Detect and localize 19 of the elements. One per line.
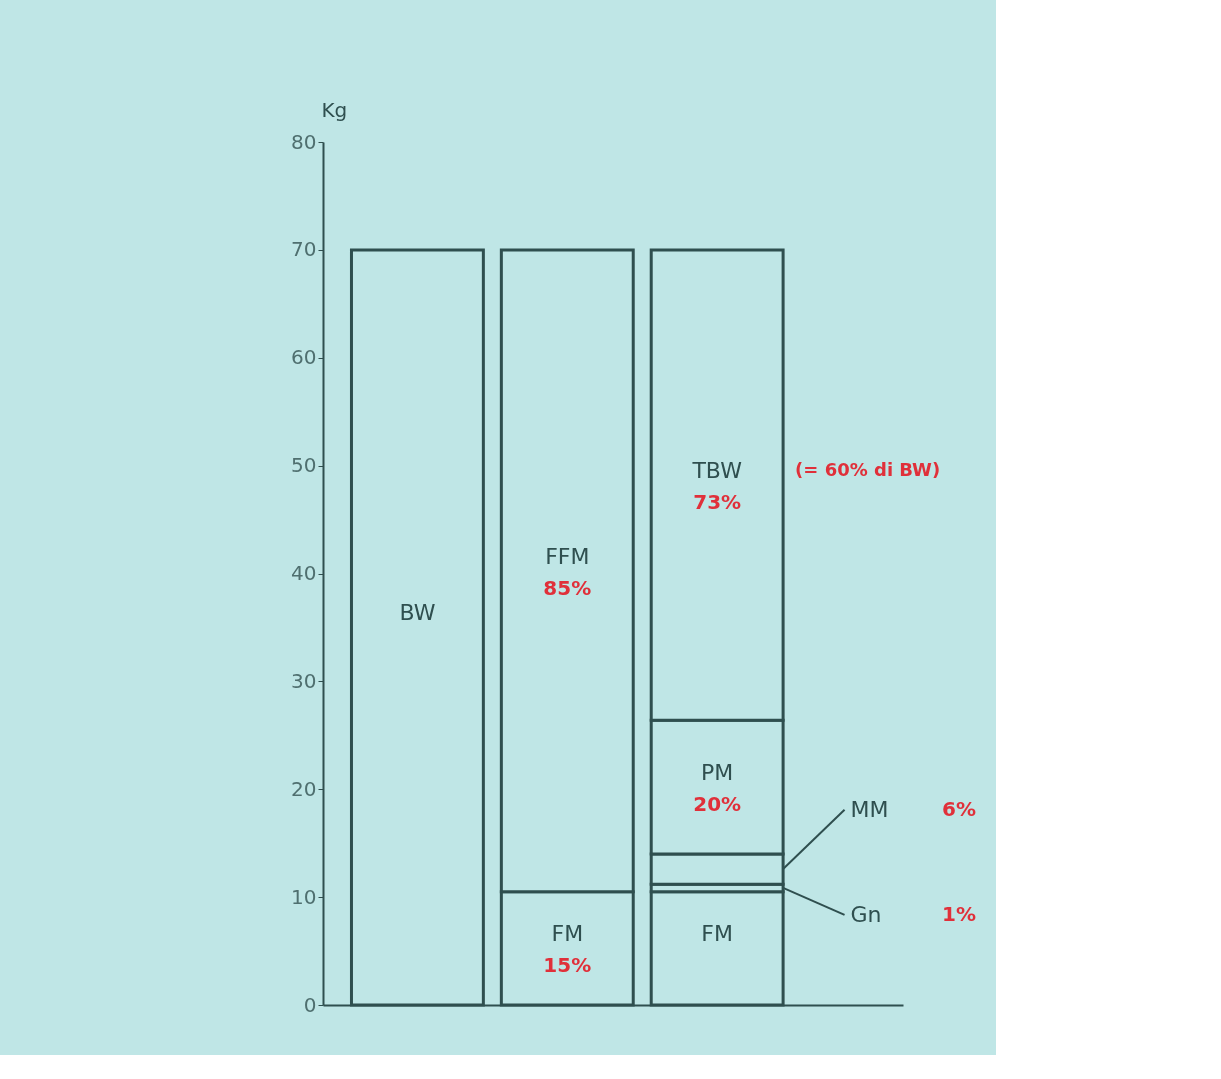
y-tick-label: 0 [303, 992, 317, 1017]
y-tick-label: 60 [291, 345, 317, 370]
y-axis-title: Kg [321, 97, 348, 122]
text: TBW 73% [692, 458, 742, 515]
y-tick-label: 40 [291, 561, 317, 585]
data-label: BW [399, 600, 436, 626]
text: Gn 1% [850, 901, 976, 927]
y-tick-label: 80 [291, 129, 317, 154]
text: FM 15% [543, 921, 592, 978]
annotation: (= 60% di BW) [795, 459, 941, 481]
y-tick-label: 20 [291, 776, 317, 801]
data-label: FM [701, 921, 733, 947]
text: PM 20% [693, 760, 742, 817]
y-tick-label: 30 [291, 668, 317, 693]
y-tick-label: 70 [291, 237, 317, 262]
y-tick-label: 50 [291, 453, 317, 478]
text: MM 6% [850, 796, 976, 822]
y-tick-label: 10 [291, 884, 317, 909]
text: FFM 85% [543, 543, 592, 600]
